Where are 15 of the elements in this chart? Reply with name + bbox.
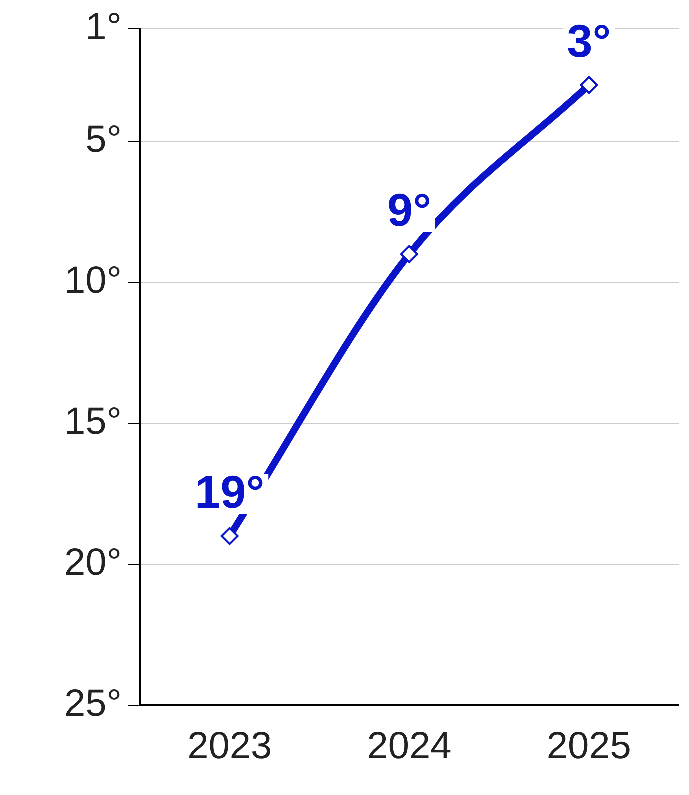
x-tick-label: 2024 xyxy=(367,726,452,768)
y-tick-label: 1° xyxy=(86,6,122,48)
data-label: 3° xyxy=(567,14,612,67)
point xyxy=(580,76,598,94)
y-tick-label: 25° xyxy=(64,682,122,725)
y-tick-label: 10° xyxy=(64,260,122,302)
data-label: 9° xyxy=(388,184,432,236)
point xyxy=(220,527,239,546)
data-label: 19° xyxy=(195,466,265,518)
x-tick-label: 2023 xyxy=(188,726,272,768)
point xyxy=(400,245,418,264)
y-tick-label: 15° xyxy=(64,400,122,443)
y-tick-label: 20° xyxy=(64,542,122,584)
x-tick-label: 2025 xyxy=(546,726,632,768)
y-tick-label: 5° xyxy=(86,119,122,162)
